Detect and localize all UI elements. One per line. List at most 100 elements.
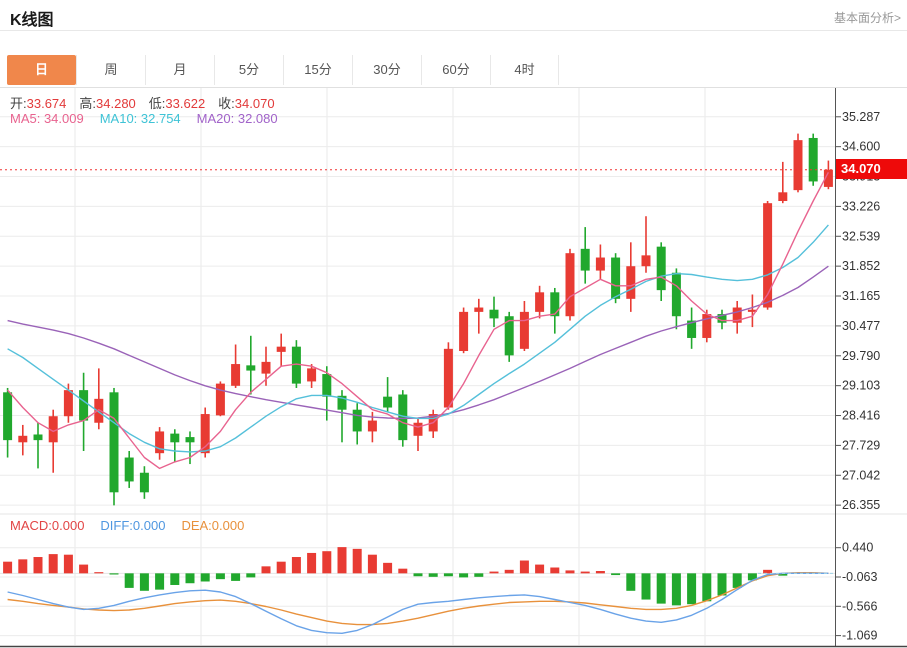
macd-bar-down [717, 573, 727, 596]
candle-down [291, 346, 301, 384]
tab-monthly[interactable]: 月 [145, 54, 214, 85]
macd-bar-down [443, 573, 453, 577]
candle-up [94, 398, 104, 423]
tab-4hour[interactable]: 4时 [490, 54, 559, 85]
macd-bar-up [18, 559, 28, 574]
ma10-legend: MA10: 32.754 [99, 111, 181, 126]
macd-bar-up [367, 554, 377, 574]
candle-up [519, 311, 529, 349]
macd-bar-down [626, 573, 636, 591]
candle-up [215, 383, 225, 416]
candle-up [367, 420, 377, 432]
candle-down [139, 472, 149, 493]
macd-bar-up [535, 564, 545, 574]
macd-bar-down [428, 573, 438, 577]
y-axis-label: 31.852 [842, 259, 880, 273]
ohlc-close-value: 34.070 [234, 96, 275, 111]
last-price-tag: 34.070 [836, 159, 907, 179]
candle-down [322, 374, 332, 397]
candle-up [763, 203, 773, 308]
interval-tabbar: 日周月 5分 15分 30分 60分 4时 [0, 52, 907, 88]
candle-up [18, 435, 28, 443]
macd-bar-up [33, 557, 43, 574]
header: K线图 基本面分析> [0, 0, 907, 31]
candle-up [261, 361, 271, 374]
candle-down [185, 437, 195, 443]
fundamental-analysis-link[interactable]: 基本面分析> [833, 11, 901, 25]
macd-readout: MACD:0.000 DIFF:0.000 DEA:0.000 [10, 518, 260, 533]
candle-down [337, 395, 347, 410]
tab-5min[interactable]: 5分 [214, 54, 283, 85]
tab-15min[interactable]: 15分 [283, 54, 352, 85]
y-axis-label: 34.600 [842, 140, 880, 154]
macd-bar-up [94, 572, 104, 574]
candle-up [778, 192, 788, 202]
candle-down [79, 390, 89, 421]
y-axis-label: 33.226 [842, 199, 880, 213]
tab-daily[interactable]: 日 [7, 54, 76, 85]
macd-bar-up [261, 566, 271, 574]
candle-up [732, 307, 742, 323]
macd-axis-label: -0.063 [842, 570, 877, 584]
ohlc-readout: 开:33.674 高:34.280 低:33.622 收:34.070 [10, 93, 288, 112]
macd-bar-down [656, 573, 666, 604]
macd-bar-up [383, 562, 393, 574]
candle-up [535, 292, 545, 312]
macd-bar-up [322, 551, 332, 574]
candle-up [565, 253, 575, 317]
candle-down [124, 457, 134, 482]
macd-bar-down [185, 573, 195, 584]
macd-bar-up [3, 561, 13, 574]
macd-bar-down [200, 573, 210, 582]
y-axis-label: 27.042 [842, 468, 880, 482]
dea-line [7, 572, 829, 626]
page-title: K线图 [10, 12, 54, 29]
candle-down [687, 320, 697, 338]
candle-up [231, 364, 241, 386]
y-axis-label: 29.790 [842, 349, 880, 363]
ma10-line [7, 224, 829, 453]
macd-bar-down [671, 573, 681, 606]
candle-up [793, 140, 803, 191]
candle-up [747, 309, 757, 312]
macd-bar-down [170, 573, 180, 585]
candle-down [109, 392, 119, 493]
ohlc-close-label: 收: [218, 96, 235, 111]
candle-down [33, 434, 43, 441]
macd-bar-down [641, 573, 651, 600]
macd-bar-down [702, 573, 712, 602]
candle-up [307, 368, 317, 382]
macd-bar-up [79, 564, 89, 574]
macd-axis-label: -1.069 [842, 629, 877, 643]
macd-axis-label: 0.440 [842, 541, 873, 555]
macd-legend: MACD:0.000 [10, 518, 85, 533]
macd-bar-down [155, 573, 165, 590]
diff-line [7, 572, 829, 634]
ohlc-high-value: 34.280 [96, 96, 136, 111]
tab-30min[interactable]: 30分 [352, 54, 421, 85]
candle-down [656, 246, 666, 291]
candle-down [383, 396, 393, 408]
candle-up [413, 422, 423, 436]
candle-down [808, 137, 818, 182]
y-axis-label: 30.477 [842, 319, 880, 333]
macd-bar-up [504, 569, 514, 574]
macd-bar-up [763, 569, 773, 574]
macd-bar-down [747, 573, 757, 581]
macd-axis-label: -0.566 [842, 599, 877, 613]
y-axis-label: 27.729 [842, 438, 880, 452]
candle-up [200, 414, 210, 454]
macd-bar-down [231, 573, 241, 581]
ohlc-low-value: 33.622 [165, 96, 206, 111]
macd-bar-up [595, 571, 605, 574]
candle-down [580, 248, 590, 271]
macd-bar-up [398, 568, 408, 574]
candle-up [702, 314, 712, 338]
macd-bar-up [337, 547, 347, 574]
candle-down [489, 309, 499, 319]
tab-weekly[interactable]: 周 [76, 54, 145, 85]
tab-60min[interactable]: 60分 [421, 54, 490, 85]
candle-up [823, 169, 833, 187]
